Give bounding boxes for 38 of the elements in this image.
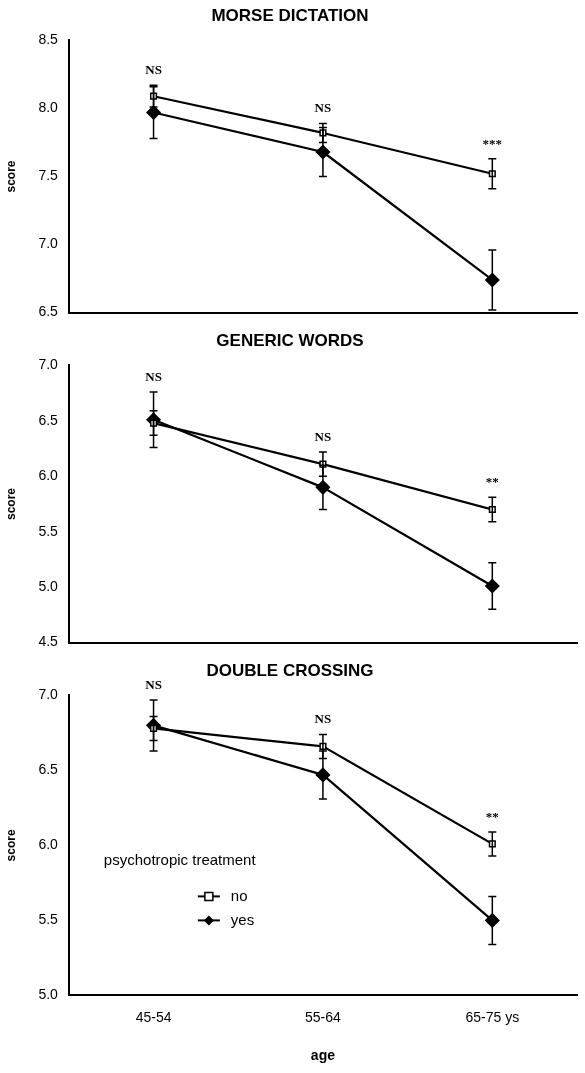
annotation: ** bbox=[485, 808, 499, 824]
y-tick-label: 8.5 bbox=[38, 31, 59, 48]
chart-title: MORSE DICTATION bbox=[211, 5, 369, 25]
legend-label: yes bbox=[230, 910, 255, 928]
y-tick-label: 7.0 bbox=[38, 356, 59, 373]
annotation: NS bbox=[314, 428, 332, 444]
y-axis-title: score bbox=[3, 829, 18, 862]
x-tick-label: 45-54 bbox=[135, 1008, 172, 1025]
annotation: ** bbox=[485, 474, 499, 490]
y-tick-label: 7.0 bbox=[38, 235, 59, 252]
chart-title: GENERIC WORDS bbox=[216, 330, 364, 350]
x-tick-label: 55-64 bbox=[305, 1008, 342, 1025]
y-tick-label: 5.5 bbox=[38, 911, 59, 928]
y-tick-label: 5.0 bbox=[38, 578, 59, 595]
y-tick-label: 6.5 bbox=[38, 411, 59, 428]
x-tick-label: 65-75 ys bbox=[465, 1008, 520, 1025]
y-tick-label: 6.5 bbox=[38, 303, 59, 320]
y-tick-label: 6.5 bbox=[38, 761, 59, 778]
y-tick-label: 7.5 bbox=[38, 167, 59, 184]
text: NS bbox=[145, 676, 162, 692]
chart-title: DOUBLE CROSSING bbox=[206, 660, 374, 680]
y-axis-title: score bbox=[3, 160, 18, 193]
y-tick-label: 4.5 bbox=[38, 633, 59, 650]
x-axis-title: age bbox=[310, 1047, 336, 1064]
y-tick-label: 6.0 bbox=[38, 836, 59, 853]
y-tick-label: 5.0 bbox=[38, 986, 59, 1003]
annotation: *** bbox=[482, 135, 503, 151]
legend-title: psychotropic treatment bbox=[103, 850, 257, 868]
annotation: NS bbox=[145, 62, 162, 78]
y-tick-label: 7.0 bbox=[38, 686, 59, 703]
legend-label: no bbox=[230, 886, 248, 904]
annotation: NS bbox=[314, 711, 332, 727]
y-tick-label: 8.0 bbox=[38, 99, 59, 116]
annotation: NS bbox=[145, 368, 162, 384]
y-tick-label: 6.0 bbox=[38, 467, 59, 484]
annotation: NS bbox=[314, 100, 332, 116]
y-axis-title: score bbox=[3, 487, 18, 521]
y-tick-label: 5.5 bbox=[38, 522, 59, 539]
